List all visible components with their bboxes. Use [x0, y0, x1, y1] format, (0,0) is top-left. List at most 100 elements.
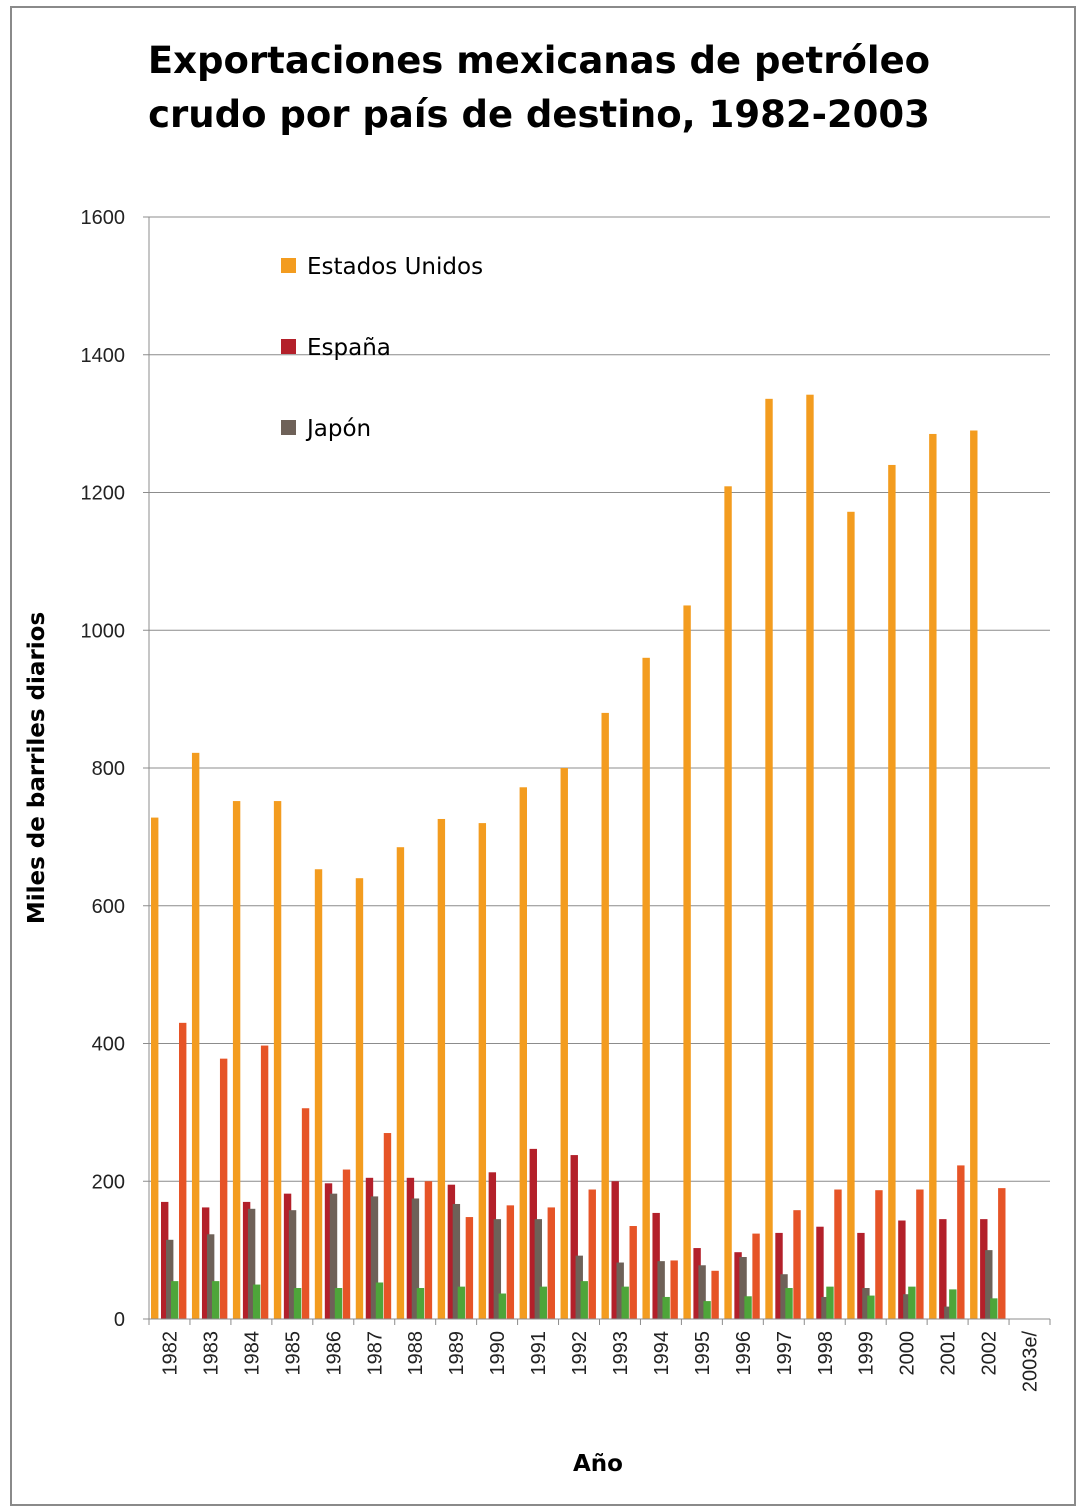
bar-s3-1985 — [293, 1288, 302, 1319]
y-tick-label-1400: 1400 — [81, 345, 126, 367]
bar-s4-1993 — [629, 1226, 637, 1319]
bar-s3-2002 — [990, 1298, 998, 1319]
x-tick-label-1982: 1982 — [159, 1331, 181, 1376]
bar-s2-1982 — [166, 1239, 174, 1319]
bar-s4-1988 — [424, 1181, 433, 1319]
bar-s1-1983 — [201, 1207, 210, 1319]
bar-s1-1994 — [652, 1212, 660, 1319]
bar-s1-2001 — [939, 1219, 947, 1319]
bar-s3-1998 — [826, 1286, 834, 1319]
legend-label-0: Estados Unidos — [307, 254, 483, 280]
bar-s4-1996 — [752, 1233, 760, 1319]
x-tick-label-2001: 2001 — [938, 1331, 960, 1376]
bar-s2-2001 — [944, 1306, 952, 1319]
bar-s4-1997 — [793, 1210, 801, 1319]
bar-s1-1982 — [161, 1201, 169, 1319]
bar-s3-1991 — [539, 1286, 547, 1319]
bar-s2-1998 — [821, 1296, 829, 1319]
bar-s0-1982 — [151, 817, 159, 1319]
bar-s1-1997 — [775, 1232, 783, 1319]
bar-s4-2002 — [998, 1188, 1006, 1319]
bar-s4-1983 — [219, 1058, 228, 1319]
bar-s0-1996 — [724, 486, 732, 1319]
y-axis-ticks: 0 200 400 600 800 1000 1200 1400 1600 — [81, 207, 149, 1331]
bar-s3-1999 — [867, 1295, 875, 1319]
x-tick-label-1996: 1996 — [733, 1331, 755, 1376]
bar-s0-1989 — [437, 818, 446, 1319]
bar-s3-1983 — [211, 1281, 220, 1319]
bar-s2-1990 — [493, 1219, 502, 1319]
bar-s2-1986 — [329, 1193, 338, 1319]
bar-s3-1993 — [621, 1286, 629, 1319]
bar-s4-1986 — [342, 1169, 351, 1319]
x-tick-label-1992: 1992 — [569, 1331, 591, 1376]
bar-s1-1993 — [611, 1181, 619, 1319]
x-tick-label-1993: 1993 — [610, 1331, 632, 1376]
x-tick-label-1991: 1991 — [528, 1331, 550, 1376]
bar-s1-1987 — [365, 1177, 374, 1319]
bar-s0-1995 — [683, 605, 691, 1319]
bar-s2-1995 — [698, 1265, 706, 1319]
bar-s0-1985 — [273, 801, 282, 1319]
x-tick-label-1983: 1983 — [200, 1331, 222, 1376]
y-tick-label-600: 600 — [92, 896, 125, 918]
x-axis-label: Año — [573, 1451, 623, 1477]
bar-s1-1988 — [406, 1177, 415, 1319]
x-tick-label-2003e/: 2003e/ — [1020, 1331, 1042, 1393]
y-tick-label-1600: 1600 — [81, 207, 126, 229]
bar-s0-1983 — [191, 752, 200, 1319]
bar-s1-1991 — [529, 1148, 537, 1319]
x-tick-label-1984: 1984 — [241, 1331, 263, 1376]
bar-s1-1998 — [816, 1226, 824, 1319]
bar-s1-1984 — [242, 1201, 251, 1319]
bars — [151, 394, 1006, 1320]
bar-s3-1994 — [662, 1296, 670, 1319]
bar-s0-2001 — [929, 433, 937, 1319]
bar-s4-1994 — [670, 1260, 678, 1319]
axes — [148, 217, 1050, 1320]
x-tick-label-2002: 2002 — [979, 1331, 1001, 1376]
bar-s4-1987 — [383, 1133, 392, 1319]
bar-s0-2002 — [970, 430, 978, 1319]
x-tick-label-1989: 1989 — [446, 1331, 468, 1376]
chart-title-line-2: crudo por país de destino, 1982-2003 — [148, 93, 930, 136]
bar-s3-1988 — [416, 1288, 425, 1319]
bar-s3-1987 — [375, 1282, 384, 1319]
x-tick-label-1994: 1994 — [651, 1331, 673, 1376]
bar-s2-1999 — [862, 1288, 870, 1319]
bar-s1-1989 — [447, 1184, 456, 1319]
bar-s3-1986 — [334, 1288, 343, 1319]
bar-s3-1990 — [498, 1293, 507, 1319]
bar-s0-1994 — [642, 657, 650, 1319]
y-tick-label-0: 0 — [114, 1309, 125, 1331]
bar-s0-1991 — [519, 787, 527, 1319]
chart-title-line-1: Exportaciones mexicanas de petróleo — [147, 39, 931, 82]
bar-s3-1995 — [703, 1301, 711, 1319]
bar-s1-1992 — [570, 1155, 578, 1319]
x-tick-label-1985: 1985 — [282, 1331, 304, 1376]
x-tick-label-1995: 1995 — [692, 1331, 714, 1376]
bar-s0-1988 — [396, 847, 405, 1319]
bar-s4-1985 — [301, 1108, 310, 1319]
x-tick-label-1997: 1997 — [774, 1331, 796, 1376]
y-tick-label-200: 200 — [92, 1171, 125, 1193]
y-tick-label-800: 800 — [92, 758, 125, 780]
bar-s4-2000 — [916, 1189, 924, 1319]
bar-s4-1998 — [834, 1189, 842, 1319]
bar-s3-1984 — [252, 1284, 261, 1319]
bar-s1-1996 — [734, 1252, 742, 1319]
bar-s0-1997 — [765, 398, 773, 1320]
bar-s2-2002 — [985, 1250, 993, 1319]
bar-s0-2000 — [888, 464, 896, 1319]
x-tick-label-1999: 1999 — [856, 1331, 878, 1376]
bar-s4-1995 — [711, 1270, 719, 1319]
bar-s4-1991 — [547, 1207, 555, 1319]
bar-s4-1990 — [506, 1205, 515, 1319]
legend-swatch-2 — [281, 420, 296, 435]
x-tick-label-2000: 2000 — [897, 1331, 919, 1376]
bar-s4-1984 — [260, 1045, 269, 1319]
bar-s3-1982 — [171, 1281, 179, 1319]
bar-s3-2001 — [949, 1289, 957, 1319]
x-tick-label-1986: 1986 — [323, 1331, 345, 1376]
